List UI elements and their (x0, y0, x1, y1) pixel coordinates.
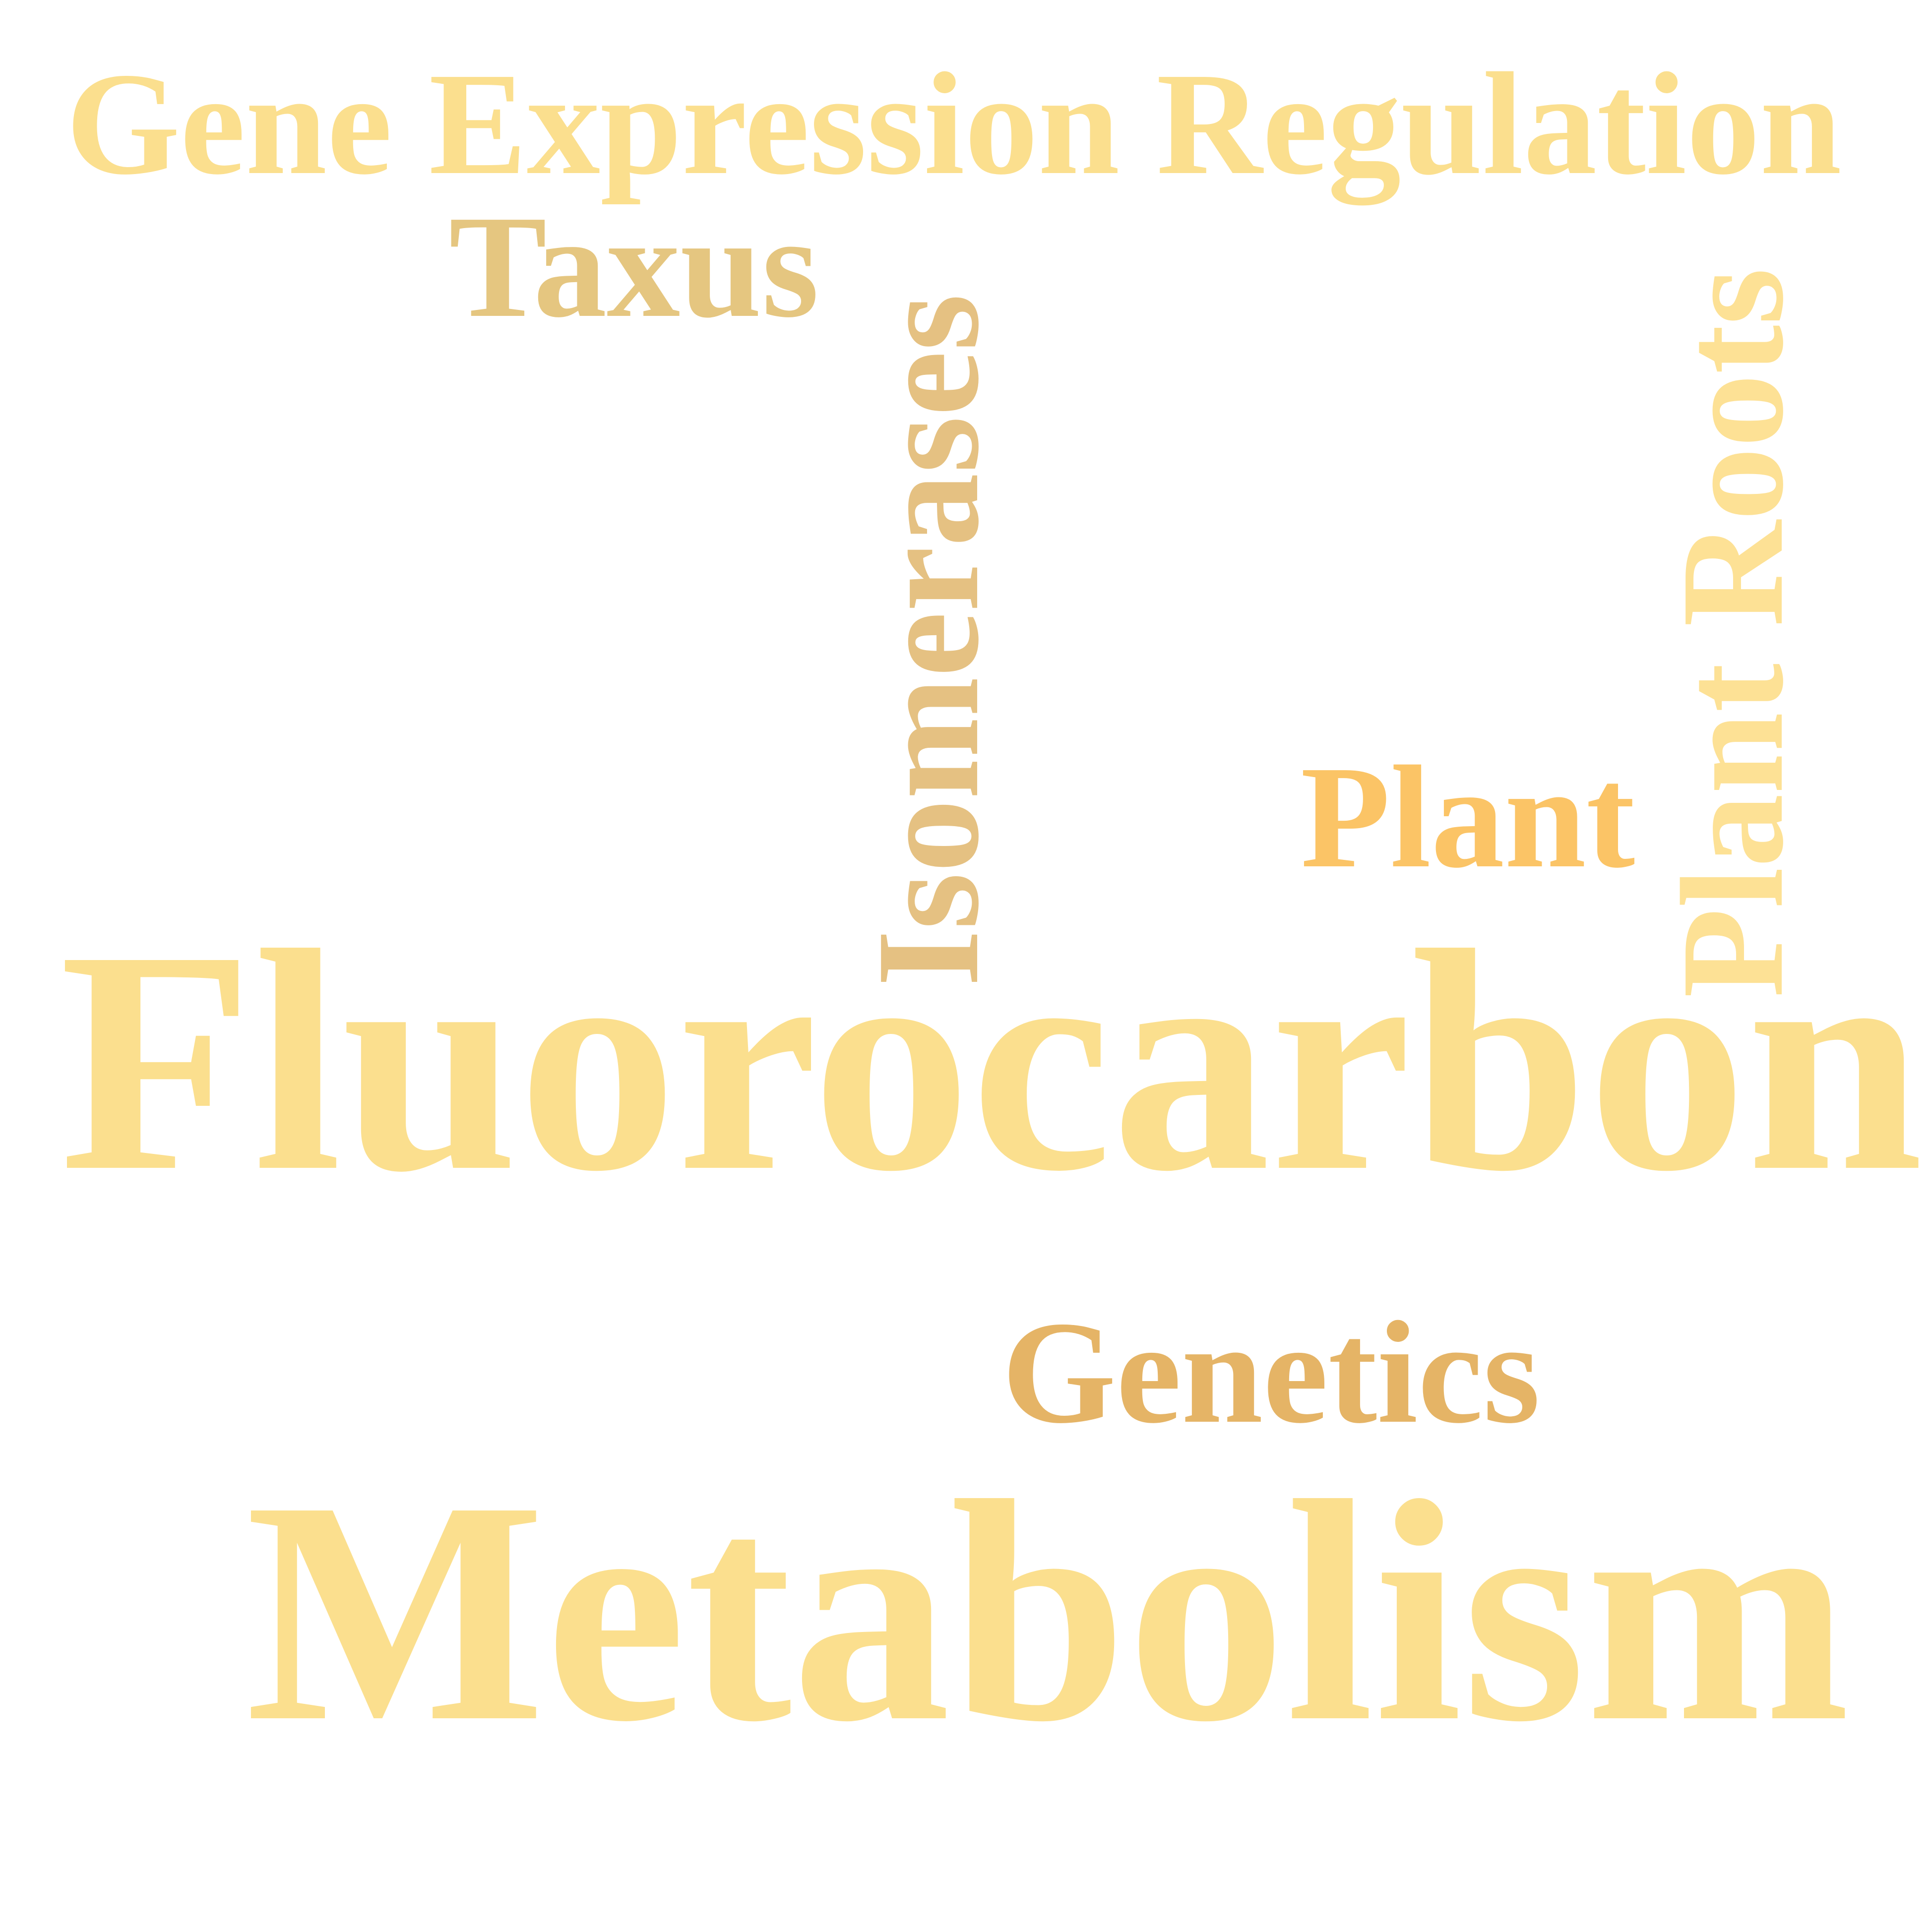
word-taxus: Taxus (449, 185, 819, 348)
word-metabolism: Metabolism (246, 1436, 1850, 1787)
word-genetics: Genetics (1002, 1291, 1540, 1454)
word-fluorocarbons: Fluorocarbons (60, 886, 1932, 1237)
word-gene-expression-regulation: Gene Expression Regulation (66, 43, 1842, 205)
word-plant: Plant (1301, 736, 1635, 899)
word-isomerases: Isomerases (847, 294, 1009, 987)
